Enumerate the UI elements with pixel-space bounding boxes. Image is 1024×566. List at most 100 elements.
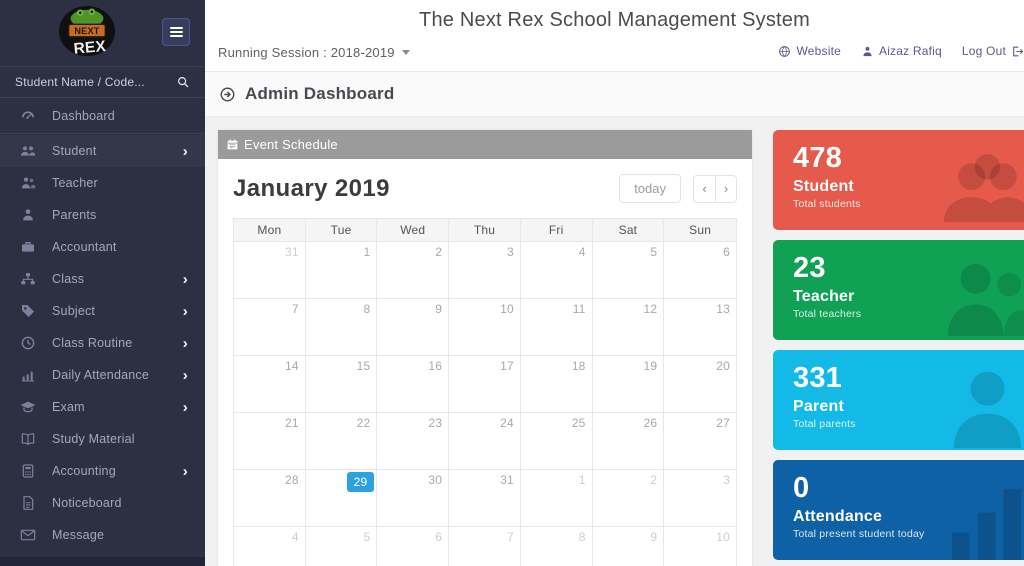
stat-value: 478 <box>793 142 842 174</box>
running-session-dropdown[interactable]: Running Session : 2018-2019 <box>218 45 410 60</box>
calendar-day-cell[interactable]: 8 <box>520 526 593 566</box>
calendar-day-cell[interactable]: 4 <box>520 241 593 298</box>
sidebar-item-subject[interactable]: Subject › <box>0 295 205 327</box>
calendar-day-cell[interactable]: 3 <box>664 469 736 526</box>
sidebar-item-label: Parents <box>52 208 97 222</box>
day-header-thu: Thu <box>449 219 521 241</box>
calendar-day-cell[interactable]: 10 <box>449 298 521 355</box>
calendar-day-cell[interactable]: 17 <box>449 355 521 412</box>
sidebar-item-noticeboard[interactable]: Noticeboard <box>0 487 205 519</box>
calendar-day-cell[interactable]: 31 <box>234 241 306 298</box>
calendar-day-cell[interactable]: 5 <box>305 526 378 566</box>
sidebar-item-class-routine[interactable]: Class Routine › <box>0 327 205 359</box>
sidebar-item-dashboard[interactable]: Dashboard <box>0 100 205 132</box>
calendar-day-cell[interactable]: 6 <box>377 526 450 566</box>
calendar-day-cell[interactable]: 30 <box>377 469 450 526</box>
calendar-buttons: today ‹ › <box>619 174 737 203</box>
sidebar-item-student[interactable]: Student › <box>0 135 205 167</box>
calendar-day-cell[interactable]: 5 <box>592 241 665 298</box>
user-menu[interactable]: Aizaz Rafiq <box>861 44 942 58</box>
parent-icon <box>20 207 36 223</box>
sidebar-item-label: Class Routine <box>52 336 133 350</box>
stat-value: 331 <box>793 362 842 394</box>
calendar-day-cell[interactable]: 8 <box>305 298 378 355</box>
calendar-day-cell[interactable]: 28 <box>234 469 306 526</box>
calendar-day-cell[interactable]: 15 <box>305 355 378 412</box>
logout-link[interactable]: Log Out <box>962 44 1024 58</box>
day-header-sun: Sun <box>689 223 712 237</box>
menu-divider <box>0 133 205 134</box>
calendar-day-cell[interactable]: 18 <box>520 355 593 412</box>
calendar-day-cell[interactable]: 3 <box>449 241 521 298</box>
calendar-icon <box>226 138 239 151</box>
calendar-day-cell[interactable]: 6 <box>664 241 736 298</box>
chevron-right-icon: › <box>182 366 188 384</box>
sidebar-item-message[interactable]: Message <box>0 519 205 551</box>
calendar-day-cell[interactable]: 1 <box>305 241 378 298</box>
sidebar-menu: Dashboard Student › Teacher Parents Accountan… <box>0 98 205 551</box>
calendar-day-cell[interactable]: 25 <box>520 412 593 469</box>
sidebar-item-parents[interactable]: Parents <box>0 199 205 231</box>
website-link[interactable]: Website <box>778 44 841 58</box>
calendar-day-cell[interactable]: 9 <box>592 526 665 566</box>
briefcase-icon <box>20 239 36 255</box>
calendar-day-cell[interactable]: 11 <box>520 298 593 355</box>
calendar-day-cell[interactable]: 2 <box>377 241 450 298</box>
document-icon <box>20 495 36 511</box>
next-month-button[interactable]: › <box>715 174 737 203</box>
event-schedule-header: Event Schedule <box>218 130 752 159</box>
calendar-day-cell[interactable]: 26 <box>592 412 665 469</box>
calculator-icon <box>20 463 36 479</box>
calendar-day-cell[interactable]: 10 <box>664 526 736 566</box>
sidebar-item-label: Exam <box>52 400 85 414</box>
next-rex-logo[interactable]: NEXT REX <box>58 5 116 61</box>
calendar-day-cell[interactable]: 21 <box>234 412 306 469</box>
prev-month-button[interactable]: ‹ <box>693 174 715 203</box>
calendar-day-cell[interactable]: 7 <box>234 298 306 355</box>
sidebar-item-label: Noticeboard <box>52 496 122 510</box>
calendar-day-cell[interactable]: 23 <box>377 412 450 469</box>
sidebar-toggle-button[interactable] <box>162 18 190 46</box>
calendar-day-cell[interactable]: 20 <box>664 355 736 412</box>
stat-card-parent: 331 Parent Total parents <box>773 350 1024 450</box>
calendar-date-today[interactable]: 29 <box>346 472 375 492</box>
calendar-day-cell[interactable]: 31 <box>449 469 521 526</box>
stat-sublabel: Total teachers <box>793 307 862 320</box>
calendar-weeks: 31 1 2 3 4 5 6 7 8 9 10 11 12 13 14 15 16 17 18 19 20 21 22 23 2… <box>234 241 736 566</box>
calendar-day-cell[interactable]: 7 <box>449 526 521 566</box>
calendar-day-cell[interactable]: 24 <box>449 412 521 469</box>
sidebar-item-label: Accounting <box>52 464 116 478</box>
calendar-day-cell[interactable]: 29 <box>305 469 378 526</box>
calendar-day-cell[interactable]: 19 <box>592 355 665 412</box>
sitemap-icon <box>20 271 36 287</box>
search-icon[interactable] <box>176 75 190 89</box>
calendar-grid: Mon Tue Wed Thu Fri Sat Sun 31 1 2 3 4 5 6 7 8 9 10 11 12 1… <box>233 218 737 566</box>
today-button[interactable]: today <box>619 174 681 203</box>
calendar-day-cell[interactable]: 9 <box>377 298 450 355</box>
caret-down-icon <box>401 50 410 55</box>
search-placeholder: Student Name / Code... <box>15 75 145 89</box>
sidebar-item-class[interactable]: Class › <box>0 263 205 295</box>
calendar-day-cell[interactable]: 2 <box>592 469 665 526</box>
sidebar-item-study-material[interactable]: Study Material <box>0 423 205 455</box>
calendar-day-cell[interactable]: 13 <box>664 298 736 355</box>
student-search-input[interactable]: Student Name / Code... <box>0 66 205 98</box>
calendar-day-cell[interactable]: 16 <box>377 355 450 412</box>
calendar-day-cell[interactable]: 14 <box>234 355 306 412</box>
stat-cards-column: 478 Student Total students 23 Teacher Total t… <box>773 130 1024 566</box>
calendar-day-cell[interactable]: 22 <box>305 412 378 469</box>
calendar-day-cell[interactable]: 1 <box>520 469 593 526</box>
top-header: The Next Rex School Management System Ru… <box>205 0 1024 72</box>
sidebar-item-exam[interactable]: Exam › <box>0 391 205 423</box>
people-group-icon <box>940 143 1024 230</box>
sidebar-item-accountant[interactable]: Accountant <box>0 231 205 263</box>
calendar-day-cell[interactable]: 12 <box>592 298 665 355</box>
sidebar-item-accounting[interactable]: Accounting › <box>0 455 205 487</box>
arrow-circle-icon <box>219 86 236 103</box>
calendar-day-cell[interactable]: 27 <box>664 412 736 469</box>
stat-label: Student <box>793 177 854 195</box>
page-heading: Admin Dashboard <box>205 72 1024 117</box>
sidebar-item-teacher[interactable]: Teacher <box>0 167 205 199</box>
calendar-day-cell[interactable]: 4 <box>234 526 306 566</box>
sidebar-item-daily-attendance[interactable]: Daily Attendance › <box>0 359 205 391</box>
